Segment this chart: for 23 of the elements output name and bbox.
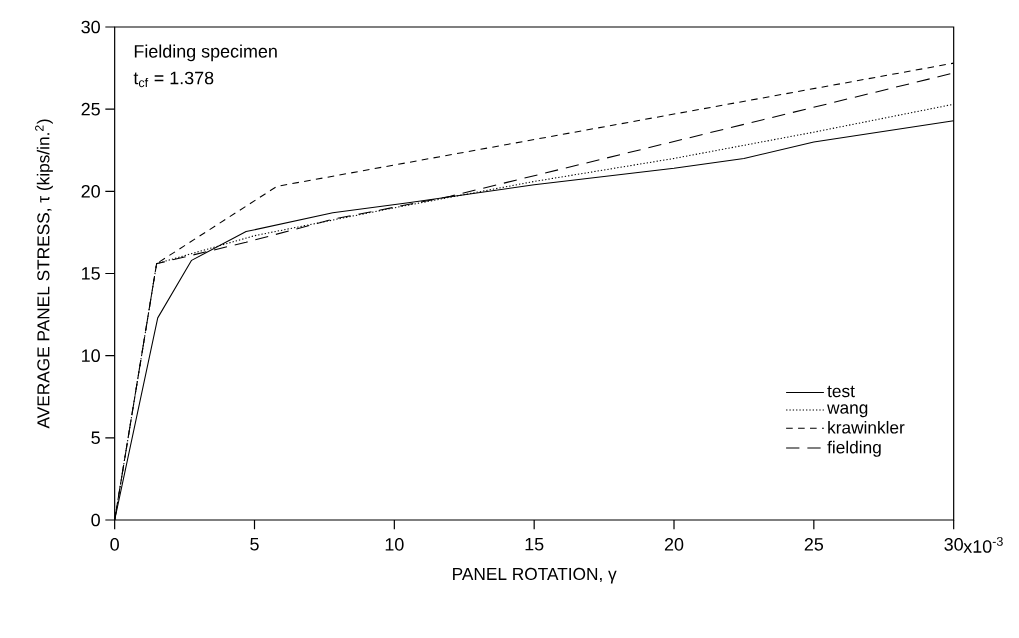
y-tick-label: 30 xyxy=(81,20,100,34)
x-tick-label: 10 xyxy=(385,538,404,551)
legend-label: test xyxy=(827,385,855,398)
y-tick-label: 10 xyxy=(82,349,100,362)
legend-label: fielding xyxy=(827,440,881,457)
y-tick-label: 0 xyxy=(91,513,100,527)
x-tick-label: 20 xyxy=(664,538,684,551)
x-tick-label: 0 xyxy=(110,538,119,551)
text: x10$^{-3}$ xyxy=(963,536,1003,553)
x-tick-label: 25 xyxy=(804,538,824,551)
y-tick-label: 15 xyxy=(82,267,100,280)
y-tick-label: 5 xyxy=(91,431,100,445)
annotation: t$_{cf}$ = 1.378 xyxy=(133,71,214,88)
y-axis-title: AVERAGE PANEL STRESS, τ (kips/in.$^{2}$) xyxy=(35,119,53,429)
annotation: Fielding specimen xyxy=(134,44,277,62)
legend-label: wang xyxy=(827,404,868,418)
y-tick-label: 20 xyxy=(81,184,100,198)
y-tick-label: 25 xyxy=(81,102,100,116)
x-tick-label: 5 xyxy=(250,538,259,551)
legend-label: krawinkler xyxy=(828,420,905,434)
x-tick-label: 15 xyxy=(525,538,544,551)
x-axis-title: PANEL ROTATION, γ xyxy=(453,567,617,584)
x-tick-label: 30 xyxy=(944,538,963,551)
